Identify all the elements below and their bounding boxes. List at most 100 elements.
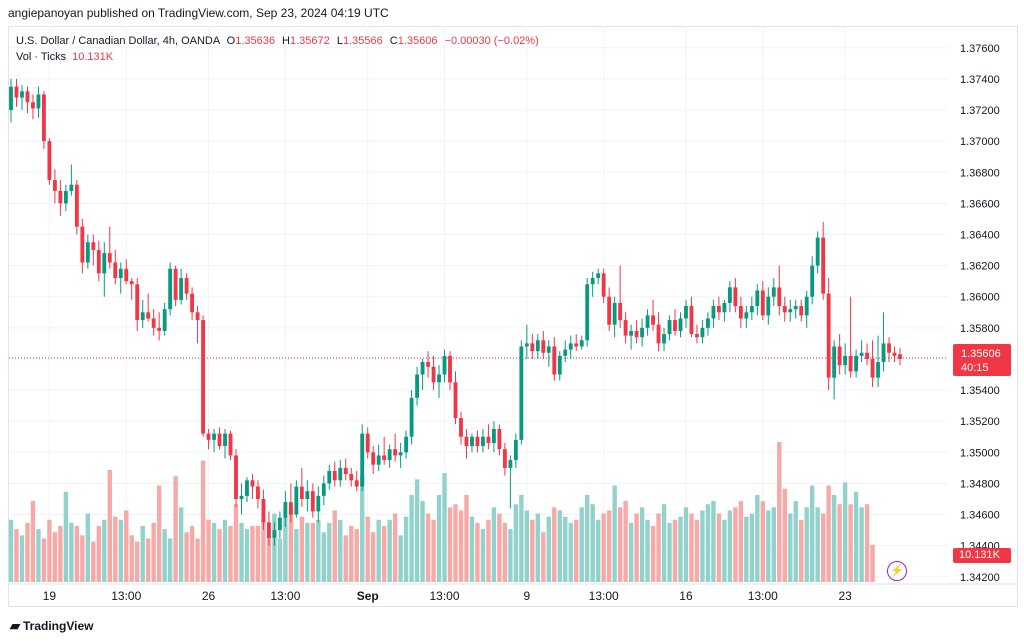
candle-body [20, 91, 24, 98]
y-tick-label: 1.35200 [960, 416, 1000, 428]
candle-body [815, 237, 820, 266]
volume-bar [634, 513, 639, 582]
candle-body [437, 374, 441, 383]
volume-bar [799, 519, 804, 582]
y-tick-label: 1.35000 [960, 447, 1000, 459]
candle-body [316, 495, 321, 512]
volume-bar [722, 519, 727, 582]
candle-body [415, 374, 420, 398]
legend-close-label: C [389, 35, 398, 47]
volume-bar [299, 516, 305, 582]
volume-bar [442, 473, 447, 582]
volume-bar [129, 535, 134, 582]
y-tick-label: 1.36800 [960, 167, 1000, 179]
candle-body [162, 309, 167, 331]
volume-bar [552, 507, 557, 582]
volume-bar [804, 507, 809, 582]
candle-body [398, 452, 403, 456]
volume-bar [189, 526, 195, 582]
candle-body [799, 306, 804, 316]
y-tick-label: 1.37200 [960, 105, 1000, 117]
candle-body [234, 455, 238, 499]
volume-bar [277, 538, 283, 582]
volume-bar [151, 522, 156, 582]
candle-body [168, 268, 173, 310]
volume-bar [639, 507, 645, 582]
volume-bar [354, 529, 359, 582]
candle-body [470, 436, 474, 447]
last-price-tag: 1.35606 40:15 [953, 344, 1011, 376]
volume-bar [266, 535, 272, 582]
candle-body [629, 330, 634, 336]
volume-bar [403, 516, 409, 582]
candle-body [464, 436, 469, 447]
volume-bar [63, 491, 69, 582]
volume-bar [744, 516, 749, 582]
candle-body [431, 366, 436, 383]
candle-body [190, 293, 195, 313]
volume-bar [820, 513, 826, 582]
candle-body [530, 343, 535, 352]
volume-bar [464, 494, 469, 582]
volume-bar [667, 522, 672, 582]
volume-bar [749, 513, 755, 582]
candle-body [832, 346, 837, 378]
volume-bar [173, 476, 178, 582]
candle-body [69, 184, 74, 191]
candle-body [288, 502, 293, 515]
tradingview-logo-icon: ▰ [10, 618, 20, 633]
candle-body [36, 94, 41, 109]
volume-bar [145, 538, 151, 582]
chart-legend: U.S. Dollar / Canadian Dollar, 4h, OANDA… [16, 33, 539, 65]
candle-body [245, 480, 249, 496]
volume-bar [771, 507, 776, 582]
candle-body [574, 343, 579, 347]
candle-body [124, 268, 129, 282]
volume-bar [283, 516, 288, 582]
candle-body [332, 470, 337, 481]
volume-bar [305, 522, 310, 582]
candle-body [47, 141, 52, 181]
candle-body [283, 502, 288, 518]
candle-body [546, 346, 551, 353]
candle-body [607, 296, 612, 325]
volume-bar [41, 538, 47, 582]
candle-body [31, 102, 35, 109]
volume-bar [755, 494, 760, 582]
y-tick-label: 1.37000 [960, 136, 1000, 148]
volume-bar [733, 507, 738, 582]
x-tick-label: Sep [357, 589, 379, 603]
flash-icon[interactable]: ⚡ [887, 561, 907, 581]
candle-body [272, 530, 277, 538]
candle-body [404, 436, 409, 453]
tradingview-brand[interactable]: ▰ TradingView [10, 618, 93, 634]
candle-body [212, 433, 216, 440]
candle-body [256, 486, 260, 499]
y-tick-label: 1.34200 [960, 572, 1000, 584]
volume-bar [25, 522, 30, 582]
candle-body [448, 355, 452, 383]
volume-bar [541, 532, 546, 582]
legend-volume-label[interactable]: Vol · Ticks [16, 51, 67, 63]
legend-low-label: L [336, 35, 343, 47]
volume-bar [628, 522, 634, 582]
volume-bar [217, 529, 222, 582]
candle-body [113, 262, 118, 279]
volume-bar [486, 519, 491, 582]
candle-body [310, 491, 315, 512]
candle-body [321, 483, 326, 496]
candle-body [865, 352, 869, 359]
volume-bar [705, 504, 711, 582]
candle-body [892, 352, 897, 356]
candle-body [898, 354, 902, 359]
candle-body [453, 382, 458, 419]
candle-body [859, 352, 864, 356]
legend-symbol[interactable]: U.S. Dollar / Canadian Dollar, 4h, OANDA [16, 35, 220, 47]
x-tick-label: 19 [43, 589, 57, 603]
volume-bar [162, 529, 167, 582]
volume-bar [195, 538, 200, 582]
volume-bar [766, 510, 771, 582]
volume-bar [513, 504, 519, 582]
volume-bar [650, 526, 656, 582]
